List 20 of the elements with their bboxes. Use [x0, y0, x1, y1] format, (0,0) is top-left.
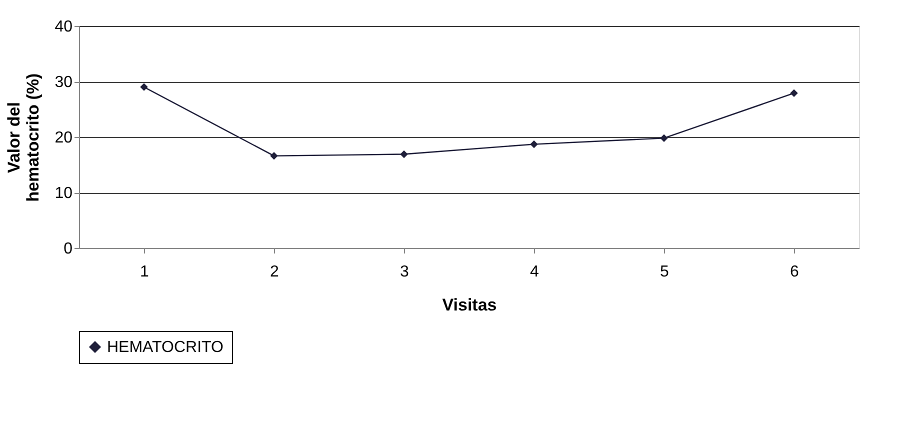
x-axis-title: Visitas: [442, 296, 497, 314]
point: [530, 140, 538, 148]
y-tick-label: 30: [54, 74, 73, 91]
point: [270, 152, 278, 160]
legend-label: HEMATOCRITO: [107, 339, 224, 356]
x-tick-label: 1: [140, 264, 150, 280]
y-tick-label: 20: [54, 130, 73, 146]
y-tick-label: 10: [54, 185, 73, 202]
x-tick-label: 4: [530, 264, 540, 280]
point: [140, 83, 148, 91]
point: [660, 134, 668, 142]
x-tick-label: 3: [400, 264, 410, 280]
x-tick-label: 5: [660, 264, 670, 280]
y-tick-label: 0: [64, 240, 73, 258]
x-tick-label: 6: [790, 264, 800, 280]
point: [790, 89, 798, 98]
x-tick-label: 2: [270, 264, 280, 280]
y-tick-label: 40: [54, 18, 73, 36]
point: [400, 150, 408, 158]
y-axis-title: Valor del hematocrito (%): [4, 73, 43, 202]
